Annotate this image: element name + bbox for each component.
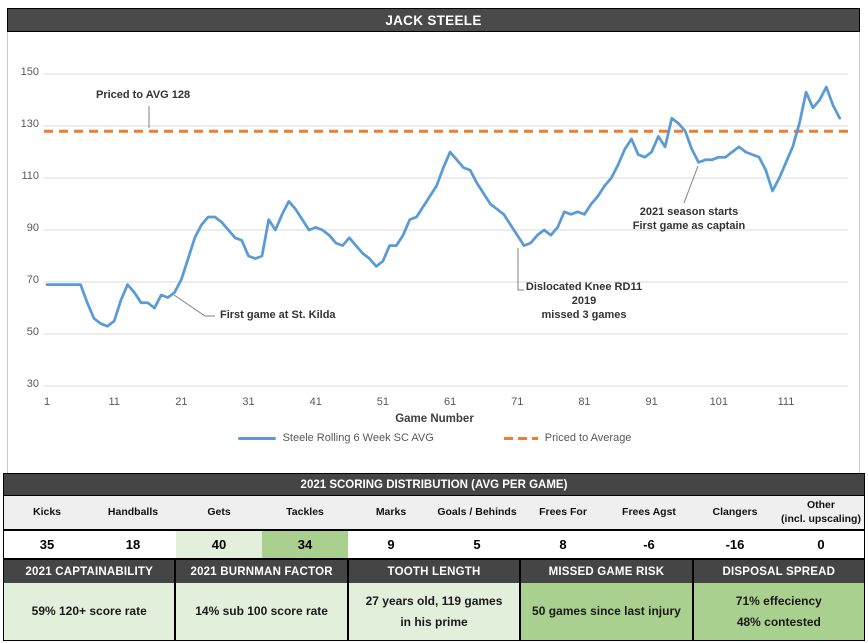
factor-header-disposal-spread: DISPOSAL SPREAD	[691, 560, 864, 583]
gridlines	[44, 73, 848, 387]
orange-dashed-swatch-icon	[503, 436, 538, 440]
distribution-header-row: Kicks Handballs Gets Tackles Marks Goals…	[4, 496, 864, 531]
x-axis-tick-label: 51	[376, 396, 390, 408]
y-axis-tick-label: 110	[21, 170, 39, 182]
legend-label: Priced to Average	[544, 432, 632, 444]
distribution-title: 2021 SCORING DISTRIBUTION (AVG PER GAME)	[300, 478, 568, 491]
stkilda-annotation: First game at St. Kilda	[220, 309, 336, 321]
legend-label: Steele Rolling 6 Week SC AVG	[282, 432, 434, 444]
player-title-bar: JACK STEELE	[7, 8, 860, 32]
knee-annotation: Dislocated Knee RD11 2019 missed 3 games	[525, 281, 643, 321]
knee-annotation-leader-line	[517, 248, 524, 291]
x-axis-tick-label: 21	[175, 396, 188, 408]
column-header: Goals / Behinds	[437, 505, 517, 518]
column-header: Frees For	[539, 505, 587, 518]
distribution-value-row: 35 18 40 34 9 5 8 -6 -16 0	[4, 531, 864, 560]
factor-header-captainability: 2021 CAPTAINABILITY	[25, 565, 153, 578]
x-axis-title: Game Number	[395, 413, 474, 425]
factor-value-tooth-length: 27 years old, 119 games in his prime	[346, 583, 520, 640]
y-axis-tick-label: 70	[26, 274, 39, 286]
rolling-average-line	[45, 85, 842, 328]
factor-value-disposal-spread: 71% effeciency 48% contested	[691, 583, 865, 640]
column-header: Frees Agst	[622, 505, 676, 518]
factor-value-burnman: 14% sub 100 score rate	[174, 583, 347, 640]
factor-header-burnman: 2021 BURNMAN FACTOR	[174, 560, 346, 583]
stat-value-frees-agst: -6	[643, 537, 655, 552]
stat-value-goals-behinds: 5	[473, 537, 481, 552]
rolling-average-chart	[44, 73, 848, 387]
x-axis-tick-label: 101	[709, 396, 728, 408]
stats-tables: 2021 SCORING DISTRIBUTION (AVG PER GAME)…	[3, 473, 865, 641]
x-axis-tick-label: 31	[242, 396, 255, 408]
y-axis-tick-label: 150	[20, 66, 39, 78]
stkilda-annotation-leader-line	[173, 294, 215, 317]
y-axis-tick-label: 50	[26, 326, 39, 338]
legend-item-rolling-avg: Steele Rolling 6 Week SC AVG	[237, 432, 434, 444]
x-axis-tick-label: 11	[108, 396, 120, 408]
x-axis-tick-label: 81	[578, 396, 591, 408]
y-axis-tick-label: 30	[26, 378, 39, 390]
column-header: Tackles	[286, 505, 324, 518]
blue-line-swatch-icon	[237, 436, 276, 440]
factor-header-tooth-length: TOOTH LENGTH	[346, 560, 519, 583]
column-header: Gets	[207, 505, 231, 518]
x-axis-tick-label: 61	[443, 396, 457, 408]
priced-annotation: Priced to AVG 128	[96, 89, 191, 101]
player-name: JACK STEELE	[385, 12, 482, 28]
column-header: Marks	[375, 505, 407, 518]
stat-value-gets: 40	[176, 531, 262, 558]
captain-annotation-leader-line	[683, 165, 699, 204]
factor-header-row: 2021 CAPTAINABILITY 2021 BURNMAN FACTOR …	[4, 560, 864, 583]
stat-value-frees-for: 8	[559, 537, 567, 552]
x-axis-tick-label: 91	[645, 396, 658, 408]
column-header: Other (incl. upscaling)	[781, 499, 861, 525]
stat-value-handballs: 18	[125, 537, 141, 552]
column-header: Kicks	[32, 505, 62, 518]
legend-item-priced-to-average: Priced to Average	[503, 432, 632, 444]
stat-value-kicks: 35	[39, 537, 55, 552]
distribution-title-bar: 2021 SCORING DISTRIBUTION (AVG PER GAME)	[4, 474, 864, 496]
x-axis-tick-label: 41	[309, 396, 322, 408]
factor-value-missed-game-risk: 50 games since last injury	[519, 583, 692, 640]
chart-panel: 150 130 110 90 70 50 30 1 11 21 31 41 51 61 71 81 91 101…	[7, 32, 860, 473]
column-header: Clangers	[712, 505, 758, 518]
stat-value-clangers: -16	[725, 537, 745, 552]
x-axis-tick-label: 1	[43, 396, 51, 408]
chart-legend: Steele Rolling 6 Week SC AVG Priced to A…	[8, 432, 861, 444]
stat-value-tackles: 34	[262, 531, 348, 558]
factor-value-captainability: 59% 120+ score rate	[4, 583, 175, 640]
stat-value-marks: 9	[387, 537, 395, 552]
column-header: Handballs	[107, 505, 159, 518]
captain-annotation: 2021 season starts First game as captain	[632, 206, 746, 232]
stat-value-other: 0	[817, 537, 825, 552]
factor-value-row: 59% 120+ score rate 14% sub 100 score ra…	[4, 583, 865, 640]
factor-header-missed-game-risk: MISSED GAME RISK	[519, 560, 691, 583]
y-axis-tick-label: 130	[20, 118, 39, 130]
x-axis-tick-label: 71	[511, 396, 524, 408]
y-axis-tick-label: 90	[26, 222, 39, 234]
x-axis-tick-label: 111	[777, 396, 795, 408]
